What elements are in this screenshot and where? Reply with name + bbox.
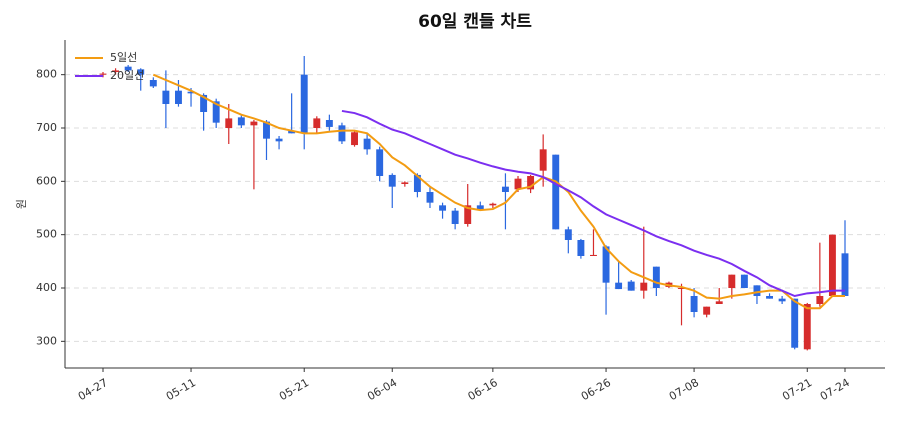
candle-body (678, 288, 685, 289)
candle-body (690, 296, 698, 312)
y-tick-label: 300 (36, 334, 57, 347)
candle-body (514, 178, 522, 190)
candle-body (376, 149, 384, 176)
candle-body (149, 80, 157, 87)
x-tick-label: 06-04 (365, 376, 399, 403)
x-tick-label: 05-21 (277, 376, 311, 403)
candle-body (527, 176, 535, 190)
candle-body (275, 138, 283, 142)
candle-body (250, 121, 258, 126)
y-tick-label: 800 (36, 68, 57, 81)
candle-body (413, 174, 421, 192)
chart-title: 60일 캔들 차트 (418, 12, 532, 32)
candle-body (162, 90, 170, 104)
candle-body (615, 282, 623, 290)
candle-body (338, 125, 346, 142)
y-tick-label: 500 (36, 228, 57, 241)
candle-body (728, 274, 736, 288)
candle-body (640, 282, 648, 291)
candle-body (577, 240, 585, 256)
ma-line (152, 73, 845, 310)
candle-body (740, 274, 748, 288)
candle-body (174, 90, 182, 104)
candle-body (439, 205, 447, 211)
x-tick-label: 07-08 (667, 376, 701, 403)
candle-body (602, 246, 610, 283)
y-axis-label: 원 (15, 199, 28, 209)
candle-body (627, 281, 635, 291)
x-tick-label: 07-21 (780, 376, 814, 403)
x-tick-label: 06-16 (466, 376, 500, 403)
candle-body (288, 130, 296, 134)
candle-body (200, 94, 208, 112)
candle-body (225, 118, 233, 128)
candle-body (212, 101, 220, 123)
candle-body (112, 70, 120, 72)
x-tick-label: 04-27 (76, 376, 110, 403)
candle-body (464, 205, 472, 224)
x-tick-label: 05-11 (164, 376, 198, 403)
candle-body (325, 120, 333, 127)
candle-body (137, 69, 145, 75)
candle-body (590, 254, 597, 256)
candle-body (803, 304, 811, 350)
y-tick-label: 700 (36, 121, 57, 134)
y-tick-label: 600 (36, 174, 57, 187)
candle-body (401, 182, 409, 184)
candle-body (816, 296, 824, 304)
candle-body (426, 192, 434, 203)
candle-body (476, 205, 484, 210)
candle-body (778, 298, 786, 302)
candle-body (351, 132, 358, 146)
candle-body (451, 210, 459, 224)
legend-label: 5일선 (110, 50, 137, 64)
legend-label: 20일선 (110, 68, 144, 82)
candle-body (99, 73, 107, 75)
candle-body (791, 298, 799, 348)
candle-body (841, 253, 849, 296)
candle-body (263, 121, 270, 139)
x-tick-label: 07-24 (818, 376, 852, 403)
candle-body (501, 186, 509, 192)
candle-body (652, 266, 660, 288)
candle-body (388, 174, 396, 187)
ma-line (341, 109, 845, 298)
candle-body (489, 203, 497, 206)
candle-body (187, 91, 195, 94)
candle-body (552, 154, 560, 230)
y-tick-label: 400 (36, 281, 57, 294)
candle-body (715, 301, 723, 304)
candle-body (539, 149, 547, 171)
candle-body (828, 234, 836, 296)
candle-body (237, 117, 245, 126)
candle-body (753, 285, 761, 296)
candle-body (564, 229, 572, 240)
candle-body (313, 118, 321, 128)
candle-body (124, 66, 132, 71)
candle-body (300, 74, 308, 134)
candle-body (363, 138, 371, 150)
x-tick-label: 06-26 (579, 376, 613, 403)
candle-body (703, 306, 711, 315)
candle-body (766, 296, 774, 299)
